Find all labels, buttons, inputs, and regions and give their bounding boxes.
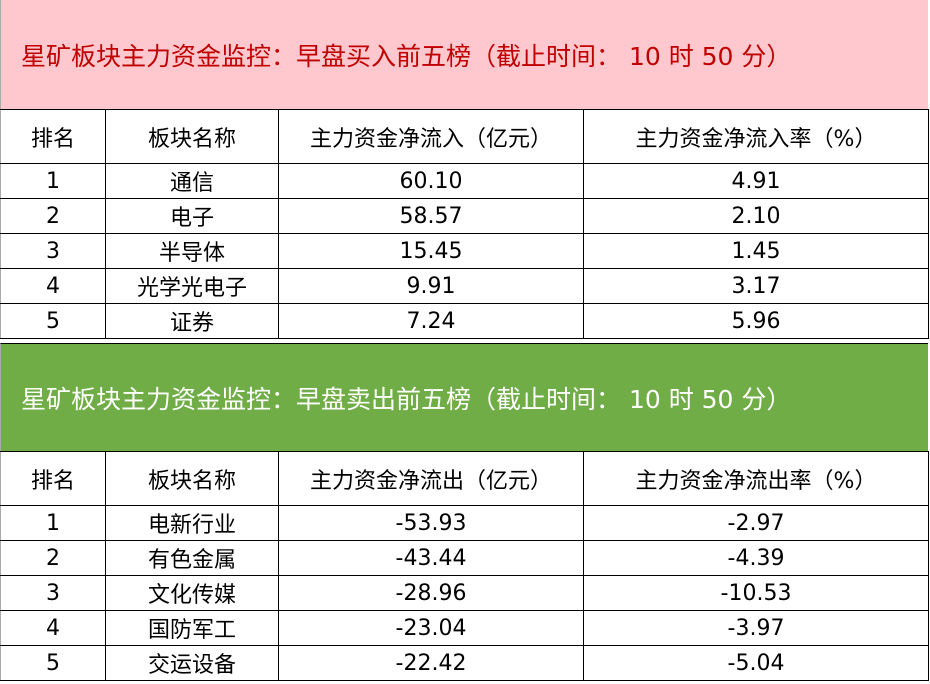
cell-amount: 58.57 (278, 198, 584, 234)
cell-sector: 证券 (105, 303, 279, 339)
table-row: 3 半导体 15.45 1.45 (0, 233, 929, 269)
cell-amount: 60.10 (278, 163, 584, 199)
cell-sector: 电新行业 (105, 505, 279, 541)
cell-rank: 1 (0, 163, 106, 199)
cell-sector: 通信 (105, 163, 279, 199)
cell-sector: 有色金属 (105, 540, 279, 576)
cell-rate: 5.96 (583, 303, 929, 339)
table-row: 5 交运设备 -22.42 -5.04 (0, 645, 929, 681)
cell-rate: -3.97 (583, 610, 929, 646)
header-rank: 排名 (0, 451, 106, 506)
table-row: 1 电新行业 -53.93 -2.97 (0, 505, 929, 541)
cell-amount: -43.44 (278, 540, 584, 576)
cell-amount: 7.24 (278, 303, 584, 339)
table-row: 2 有色金属 -43.44 -4.39 (0, 540, 929, 576)
cell-rank: 2 (0, 198, 106, 234)
header-net-outflow: 主力资金净流出（亿元） (278, 451, 584, 506)
cell-rank: 5 (0, 645, 106, 681)
cell-rank: 1 (0, 505, 106, 541)
cell-amount: 15.45 (278, 233, 584, 269)
cell-rank: 3 (0, 575, 106, 611)
cell-amount: -53.93 (278, 505, 584, 541)
header-rank: 排名 (0, 109, 106, 164)
cell-amount: 9.91 (278, 268, 584, 304)
cell-rank: 5 (0, 303, 106, 339)
buy-ranking-table: 排名 板块名称 主力资金净流入（亿元） 主力资金净流入率（%） 1 通信 60.10… (0, 109, 929, 339)
cell-rank: 3 (0, 233, 106, 269)
cell-rate: 4.91 (583, 163, 929, 199)
table-header-row: 排名 板块名称 主力资金净流出（亿元） 主力资金净流出率（%） (0, 451, 929, 506)
cell-amount: -22.42 (278, 645, 584, 681)
cell-rank: 2 (0, 540, 106, 576)
cell-sector: 光学光电子 (105, 268, 279, 304)
header-net-inflow: 主力资金净流入（亿元） (278, 109, 584, 164)
cell-sector: 交运设备 (105, 645, 279, 681)
table-row: 1 通信 60.10 4.91 (0, 163, 929, 199)
cell-rank: 4 (0, 610, 106, 646)
table-row: 5 证券 7.24 5.96 (0, 303, 929, 339)
sell-ranking-table: 排名 板块名称 主力资金净流出（亿元） 主力资金净流出率（%） 1 电新行业 -53… (0, 451, 929, 681)
cell-sector: 文化传媒 (105, 575, 279, 611)
cell-amount: -28.96 (278, 575, 584, 611)
cell-rate: 3.17 (583, 268, 929, 304)
cell-sector: 半导体 (105, 233, 279, 269)
table-row: 2 电子 58.57 2.10 (0, 198, 929, 234)
cell-rate: 1.45 (583, 233, 929, 269)
cell-rate: -10.53 (583, 575, 929, 611)
cell-rate: -4.39 (583, 540, 929, 576)
header-sector: 板块名称 (105, 451, 279, 506)
sell-ranking-title: 星矿板块主力资金监控：早盘卖出前五榜（截止时间： 10 时 50 分） (0, 343, 928, 451)
cell-rank: 4 (0, 268, 106, 304)
cell-rate: -2.97 (583, 505, 929, 541)
table-row: 3 文化传媒 -28.96 -10.53 (0, 575, 929, 611)
header-sector: 板块名称 (105, 109, 279, 164)
cell-amount: -23.04 (278, 610, 584, 646)
cell-rate: -5.04 (583, 645, 929, 681)
table-row: 4 光学光电子 9.91 3.17 (0, 268, 929, 304)
header-net-outflow-rate: 主力资金净流出率（%） (583, 451, 929, 506)
cell-sector: 国防军工 (105, 610, 279, 646)
table-row: 4 国防军工 -23.04 -3.97 (0, 610, 929, 646)
cell-rate: 2.10 (583, 198, 929, 234)
header-net-inflow-rate: 主力资金净流入率（%） (583, 109, 929, 164)
table-header-row: 排名 板块名称 主力资金净流入（亿元） 主力资金净流入率（%） (0, 109, 929, 164)
buy-ranking-title: 星矿板块主力资金监控：早盘买入前五榜（截止时间： 10 时 50 分） (0, 0, 928, 109)
cell-sector: 电子 (105, 198, 279, 234)
